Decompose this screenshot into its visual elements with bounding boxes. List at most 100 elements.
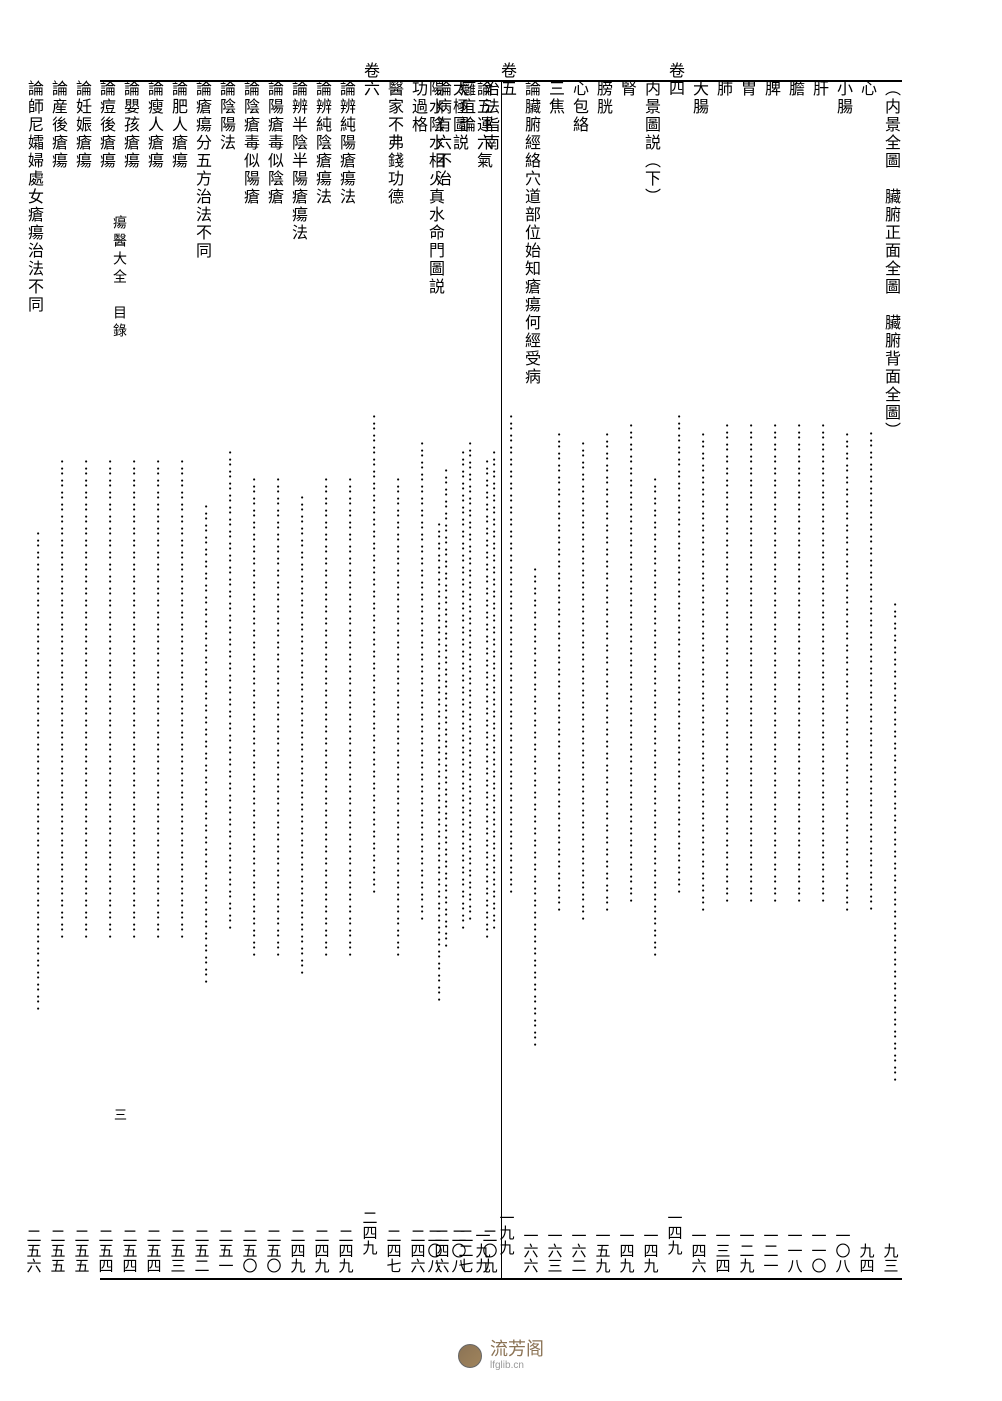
page-number: 三 — [110, 1108, 129, 1121]
watermark: 流芳阁 lfglib.cn — [458, 1340, 544, 1371]
entry-title: 陽水陰水相火真水命門圖説 — [422, 80, 446, 296]
entry-page-number: 二五四 — [143, 1228, 164, 1273]
entry-page-number: 一九九 — [472, 1228, 493, 1273]
toc-entry: 大腸：：：：：：：：：：：：：：：：：：：：：：：：：：：：：：：：：：：：：：… — [686, 80, 710, 1278]
entry-title: 内景圖説（下） — [638, 80, 662, 206]
watermark-url: lfglib.cn — [490, 1360, 544, 1371]
toc-entry: 卷四：：：：：：：：：：：：：：：：：：：：：：：：：：：：：：：：：：：：：：… — [662, 62, 686, 1260]
leader-dots: ：：：：：：：：：：：：：：：：：：：：：：：：：：：：：：：：：：：：：：：： — [191, 260, 211, 1228]
leader-dots: ：：：：：：：：：：：：：：：：：：：：：：：：：：：：：：：：：：：：：：：： — [736, 98, 756, 1228]
toc-entry: 小腸：：：：：：：：：：：：：：：：：：：：：：：：：：：：：：：：：：：：：：… — [830, 80, 854, 1278]
toc-entry: 醫家不弗錢功德：：：：：：：：：：：：：：：：：：：：：：：：：：：：：：：：：… — [381, 80, 405, 1278]
toc-entry: 論妊娠瘡瘍：：：：：：：：：：：：：：：：：：：：：：：：：：：：：：：：：：：… — [69, 80, 93, 1278]
entry-page-number: 二四九 — [311, 1228, 332, 1273]
leader-dots: ：：：：：：：：：：：：：：：：：：：：：：：：：：：：：：：：：：：：：：：： — [335, 206, 355, 1228]
toc-entry: 膀胱：：：：：：：：：：：：：：：：：：：：：：：：：：：：：：：：：：：：：：… — [590, 80, 614, 1278]
leader-dots: ：：：：：：：：：：：：：：：：：：：：：：：：：：：：：：：：：：：：：：：： — [520, 386, 540, 1228]
toc-entry: 心包絡：：：：：：：：：：：：：：：：：：：：：：：：：：：：：：：：：：：：：… — [566, 80, 590, 1278]
entry-page-number: 一四九 — [664, 1210, 685, 1255]
entry-page-number: 二五一 — [215, 1228, 236, 1273]
toc-entry: 論陰瘡毒似陽瘡：：：：：：：：：：：：：：：：：：：：：：：：：：：：：：：：：… — [237, 80, 261, 1278]
entry-title: 論陰瘡毒似陽瘡 — [237, 80, 261, 206]
leader-dots: ：：：：：：：：：：：：：：：：：：：：：：：：：：：：：：：：：：：：：：：： — [832, 116, 852, 1228]
leader-dots: ：：：：：：：：：：：：：：：：：：：：：：：：：：：：：：：：：：：：：：：： — [448, 152, 468, 1228]
leader-dots: ：：：：：：：：：：：：：：：：：：：：：：：：：：：：：：：：：：：：：：：： — [47, 170, 67, 1228]
leader-dots: ：：：：：：：：：：：：：：：：：：：：：：：：：：：：：：：：：：：：：：：： — [311, 206, 331, 1228]
entry-page-number: 一四六 — [688, 1228, 709, 1273]
toc-entry: 太極圖説：：：：：：：：：：：：：：：：：：：：：：：：：：：：：：：：：：：：… — [446, 80, 470, 1278]
entry-title: 論瘡瘍分五方治法不同 — [189, 80, 213, 260]
leader-dots: ：：：：：：：：：：：：：：：：：：：：：：：：：：：：：：：：：：：：：：：： — [592, 116, 612, 1228]
entry-page-number: 一四九 — [616, 1228, 637, 1273]
toc-entry: 論辨純陽瘡瘍法：：：：：：：：：：：：：：：：：：：：：：：：：：：：：：：：：… — [333, 80, 357, 1278]
leader-dots: ：：：：：：：：：：：：：：：：：：：：：：：：：：：：：：：：：：：：：：：： — [784, 98, 804, 1228]
entry-title: （内景全圖 臟腑正面全圖 臟腑背面全圖） — [878, 80, 902, 440]
entry-page-number: 一六六 — [520, 1228, 541, 1273]
leader-dots: ：：：：：：：：：：：：：：：：：：：：：：：：：：：：：：：：：：：：：：：： — [688, 116, 708, 1228]
entry-title: 論肥人瘡瘍 — [165, 80, 189, 170]
entry-page-number: 二四九 — [359, 1210, 380, 1255]
entry-title: 論瘦人瘡瘍 — [141, 80, 165, 170]
toc-entry: 論五運六氣：：：：：：：：：：：：：：：：：：：：：：：：：：：：：：：：：：：… — [470, 80, 494, 1278]
entry-page-number: 一五九 — [592, 1228, 613, 1273]
toc-entry: 腎：：：：：：：：：：：：：：：：：：：：：：：：：：：：：：：：：：：：：：：… — [614, 80, 638, 1278]
entry-title: 太極圖説 — [446, 80, 470, 152]
toc-entry: 論肥人瘡瘍：：：：：：：：：：：：：：：：：：：：：：：：：：：：：：：：：：：… — [165, 80, 189, 1278]
right-half-columns: （内景全圖 臟腑正面全圖 臟腑背面全圖）：：：：：：：：：：：：：：：：：：：：… — [501, 80, 902, 1278]
toc-entry: 論臟腑經絡穴道部位始知瘡瘍何經受病：：：：：：：：：：：：：：：：：：：：：：：… — [518, 80, 542, 1278]
toc-entry: 陽水陰水相火真水命門圖説：：：：：：：：：：：：：：：：：：：：：：：：：：：：… — [422, 80, 446, 1278]
entry-title: 大腸 — [686, 80, 710, 116]
entry-page-number: 二〇八 — [424, 1228, 445, 1273]
leader-dots: ：：：：：：：：：：：：：：：：：：：：：：：：：：：：：：：：：：：：：：：： — [215, 152, 235, 1228]
leader-dots: ：：：：：：：：：：：：：：：：：：：：：：：：：：：：：：：：：：：：：：：： — [880, 440, 900, 1243]
entry-page-number: 二四九 — [287, 1228, 308, 1273]
entry-page-number: 一四九 — [640, 1228, 661, 1273]
entry-title: 論五運六氣 — [470, 80, 494, 170]
leader-dots: ：：：：：：：：：：：：：：：：：：：：：：：：：：：：：：：：：：：：：：：： — [424, 296, 444, 1228]
toc-entry: 論辨半陰半陽瘡瘍法：：：：：：：：：：：：：：：：：：：：：：：：：：：：：：：… — [285, 80, 309, 1278]
entry-title: 心包絡 — [566, 80, 590, 134]
toc-entry: 内景圖説（下）：：：：：：：：：：：：：：：：：：：：：：：：：：：：：：：：：… — [638, 80, 662, 1278]
entry-page-number: 二五二 — [191, 1228, 212, 1273]
toc-entry: 論師尼孀婦處女瘡瘍治法不同：：：：：：：：：：：：：：：：：：：：：：：：：：：… — [21, 80, 45, 1278]
toc-entry: 論瘦人瘡瘍：：：：：：：：：：：：：：：：：：：：：：：：：：：：：：：：：：：… — [141, 80, 165, 1278]
entry-page-number: 二五六 — [23, 1228, 44, 1273]
leader-dots: ：：：：：：：：：：：：：：：：：：：：：：：：：：：：：：：：：：：：：：：： — [359, 98, 379, 1210]
entry-page-number: 二四九 — [335, 1228, 356, 1273]
entry-page-number: 一六二 — [568, 1228, 589, 1273]
toc-entry: 論陰陽法：：：：：：：：：：：：：：：：：：：：：：：：：：：：：：：：：：：：… — [213, 80, 237, 1278]
leader-dots: ：：：：：：：：：：：：：：：：：：：：：：：：：：：：：：：：：：：：：：：： — [239, 206, 259, 1228]
entry-page-number: 一二一 — [760, 1228, 781, 1273]
entry-page-number: 九四 — [856, 1243, 877, 1273]
entry-title: 胃 — [734, 80, 758, 98]
toc-content-area: （内景全圖 臟腑正面全圖 臟腑背面全圖）：：：：：：：：：：：：：：：：：：：：… — [100, 80, 902, 1280]
entry-title: 脾 — [758, 80, 782, 98]
entry-page-number: 二五四 — [95, 1228, 116, 1273]
leader-dots: ：：：：：：：：：：：：：：：：：：：：：：：：：：：：：：：：：：：：：：：： — [383, 206, 403, 1228]
toc-entry: 三焦：：：：：：：：：：：：：：：：：：：：：：：：：：：：：：：：：：：：：：… — [542, 80, 566, 1278]
entry-title: 膽 — [782, 80, 806, 98]
entry-title: 醫家不弗錢功德 — [381, 80, 405, 206]
entry-page-number: 二五〇 — [263, 1228, 284, 1273]
leader-dots: ：：：：：：：：：：：：：：：：：：：：：：：：：：：：：：：：：：：：：：：： — [23, 314, 43, 1228]
entry-page-number: 一一八 — [784, 1228, 805, 1273]
entry-title: 三焦 — [542, 80, 566, 116]
book-title-sidebar: 瘍醫大全 目錄 — [108, 215, 128, 341]
entry-title: 肺 — [710, 80, 734, 98]
leader-dots: ：：：：：：：：：：：：：：：：：：：：：：：：：：：：：：：：：：：：：：：： — [616, 98, 636, 1228]
toc-entry: （内景全圖 臟腑正面全圖 臟腑背面全圖）：：：：：：：：：：：：：：：：：：：：… — [878, 80, 902, 1278]
entry-title: 論陽瘡毒似陰瘡 — [261, 80, 285, 206]
entry-page-number: 一二九 — [736, 1228, 757, 1273]
entry-title: 論辨純陽瘡瘍法 — [333, 80, 357, 206]
volume-marker: 卷四 — [662, 62, 686, 98]
entry-title: 小腸 — [830, 80, 854, 116]
entry-page-number: 一六三 — [544, 1228, 565, 1273]
entry-title: 論辨純陰瘡瘍法 — [309, 80, 333, 206]
entry-page-number: 一一〇 — [808, 1228, 829, 1273]
toc-entry: 論産後瘡瘍：：：：：：：：：：：：：：：：：：：：：：：：：：：：：：：：：：：… — [45, 80, 69, 1278]
entry-title: 論臟腑經絡穴道部位始知瘡瘍何經受病 — [518, 80, 542, 386]
leader-dots: ：：：：：：：：：：：：：：：：：：：：：：：：：：：：：：：：：：：：：：：： — [808, 98, 828, 1228]
leader-dots: ：：：：：：：：：：：：：：：：：：：：：：：：：：：：：：：：：：：：：：：： — [496, 98, 516, 1210]
volume-marker: 卷六 — [357, 62, 381, 98]
toc-entry: 胃：：：：：：：：：：：：：：：：：：：：：：：：：：：：：：：：：：：：：：：… — [734, 80, 758, 1278]
